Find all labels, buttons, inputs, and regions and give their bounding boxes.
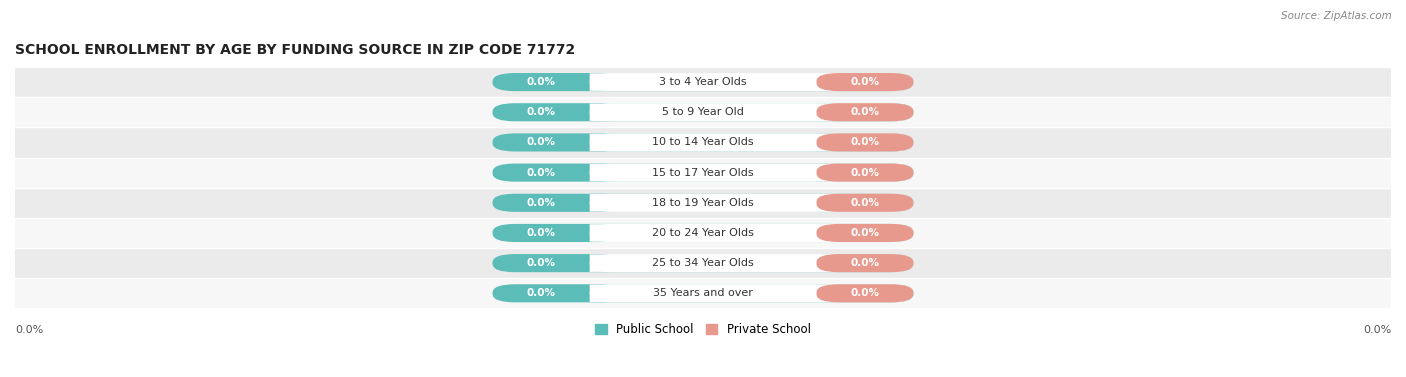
FancyBboxPatch shape <box>492 194 914 212</box>
FancyBboxPatch shape <box>589 73 914 91</box>
Text: 35 Years and over: 35 Years and over <box>652 288 754 298</box>
Text: 0.0%: 0.0% <box>527 198 555 208</box>
FancyBboxPatch shape <box>817 103 914 121</box>
Bar <box>15 248 1391 278</box>
Text: 0.0%: 0.0% <box>527 288 555 298</box>
Bar <box>15 158 1391 188</box>
FancyBboxPatch shape <box>589 164 817 181</box>
FancyBboxPatch shape <box>817 254 914 272</box>
FancyBboxPatch shape <box>817 194 914 212</box>
Text: SCHOOL ENROLLMENT BY AGE BY FUNDING SOURCE IN ZIP CODE 71772: SCHOOL ENROLLMENT BY AGE BY FUNDING SOUR… <box>15 43 575 57</box>
FancyBboxPatch shape <box>492 73 914 91</box>
Text: 0.0%: 0.0% <box>527 258 555 268</box>
FancyBboxPatch shape <box>492 164 914 182</box>
Text: 0.0%: 0.0% <box>15 325 44 335</box>
Text: 0.0%: 0.0% <box>851 198 879 208</box>
FancyBboxPatch shape <box>589 254 914 272</box>
Text: 0.0%: 0.0% <box>851 77 879 87</box>
Text: 0.0%: 0.0% <box>851 228 879 238</box>
FancyBboxPatch shape <box>492 103 914 121</box>
FancyBboxPatch shape <box>492 254 914 272</box>
FancyBboxPatch shape <box>589 103 914 121</box>
Text: 5 to 9 Year Old: 5 to 9 Year Old <box>662 107 744 117</box>
Bar <box>15 67 1391 97</box>
Text: 0.0%: 0.0% <box>527 138 555 147</box>
FancyBboxPatch shape <box>589 133 914 152</box>
FancyBboxPatch shape <box>492 133 914 152</box>
FancyBboxPatch shape <box>589 194 914 212</box>
Bar <box>15 218 1391 248</box>
FancyBboxPatch shape <box>589 254 817 272</box>
Text: 0.0%: 0.0% <box>851 107 879 117</box>
Text: 0.0%: 0.0% <box>527 168 555 178</box>
Bar <box>15 188 1391 218</box>
Text: 0.0%: 0.0% <box>527 107 555 117</box>
FancyBboxPatch shape <box>589 104 817 121</box>
FancyBboxPatch shape <box>589 164 914 182</box>
Bar <box>15 97 1391 127</box>
Text: 15 to 17 Year Olds: 15 to 17 Year Olds <box>652 168 754 178</box>
FancyBboxPatch shape <box>817 284 914 302</box>
Text: 0.0%: 0.0% <box>851 288 879 298</box>
Text: 0.0%: 0.0% <box>527 77 555 87</box>
Text: 20 to 24 Year Olds: 20 to 24 Year Olds <box>652 228 754 238</box>
Text: 0.0%: 0.0% <box>527 228 555 238</box>
FancyBboxPatch shape <box>589 284 914 302</box>
FancyBboxPatch shape <box>817 133 914 152</box>
FancyBboxPatch shape <box>589 74 817 91</box>
Text: 10 to 14 Year Olds: 10 to 14 Year Olds <box>652 138 754 147</box>
FancyBboxPatch shape <box>589 224 914 242</box>
FancyBboxPatch shape <box>589 194 817 211</box>
Bar <box>15 127 1391 158</box>
Text: 0.0%: 0.0% <box>851 258 879 268</box>
FancyBboxPatch shape <box>817 224 914 242</box>
FancyBboxPatch shape <box>492 284 914 302</box>
Text: 18 to 19 Year Olds: 18 to 19 Year Olds <box>652 198 754 208</box>
Text: 3 to 4 Year Olds: 3 to 4 Year Olds <box>659 77 747 87</box>
Text: 0.0%: 0.0% <box>851 138 879 147</box>
Text: 0.0%: 0.0% <box>851 168 879 178</box>
Legend: Public School, Private School: Public School, Private School <box>595 323 811 336</box>
Text: 25 to 34 Year Olds: 25 to 34 Year Olds <box>652 258 754 268</box>
Text: 0.0%: 0.0% <box>1362 325 1391 335</box>
FancyBboxPatch shape <box>589 224 817 242</box>
FancyBboxPatch shape <box>817 164 914 182</box>
Bar <box>15 278 1391 308</box>
FancyBboxPatch shape <box>492 224 914 242</box>
FancyBboxPatch shape <box>817 73 914 91</box>
FancyBboxPatch shape <box>589 285 817 302</box>
FancyBboxPatch shape <box>589 134 817 151</box>
Text: Source: ZipAtlas.com: Source: ZipAtlas.com <box>1281 11 1392 21</box>
